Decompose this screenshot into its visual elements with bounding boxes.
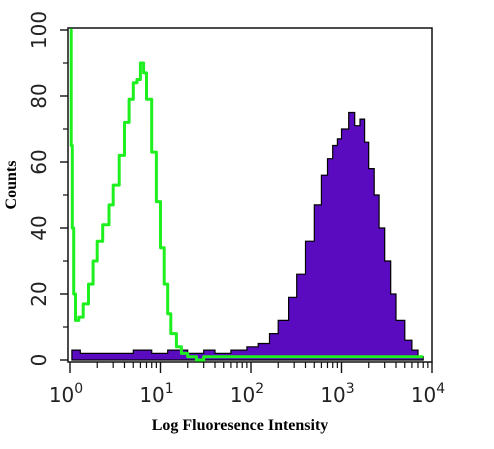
y-tick-label-3: 60 bbox=[27, 149, 51, 174]
y-axis: 0 20 40 60 80 100 bbox=[27, 11, 68, 366]
series-1-line-histogram bbox=[69, 28, 424, 362]
x-axis-title: Log Fluoresence Intensity bbox=[152, 417, 329, 434]
series-0-filled-histogram bbox=[71, 111, 424, 361]
x-axis: 100 101 102 103 104 bbox=[49, 362, 445, 407]
y-tick-label-0: 0 bbox=[27, 354, 51, 367]
y-tick-label-1: 20 bbox=[27, 281, 51, 306]
x-tick-label-1: 101 bbox=[139, 381, 173, 407]
x-tick-label-2: 102 bbox=[230, 381, 264, 407]
y-axis-title: Counts bbox=[3, 161, 20, 210]
series-layer bbox=[69, 28, 424, 362]
y-tick-label-4: 80 bbox=[27, 83, 51, 108]
x-tick-label-4: 104 bbox=[411, 381, 445, 407]
x-tick-label-0: 100 bbox=[49, 381, 83, 407]
y-tick-label-2: 40 bbox=[27, 215, 51, 240]
x-tick-label-3: 103 bbox=[320, 381, 354, 407]
y-tick-label-5: 100 bbox=[27, 11, 51, 49]
